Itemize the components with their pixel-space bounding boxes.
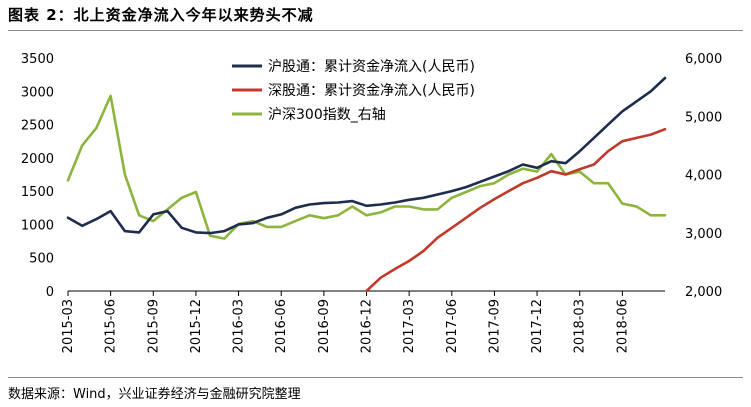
y-right-tick-label: 4,000 <box>685 169 722 184</box>
series-line-0 <box>66 76 667 235</box>
y-left-tick-label: 0 <box>46 285 54 300</box>
x-tick-label: 2018-06 <box>615 299 630 353</box>
y-left-tick-label: 1000 <box>21 218 54 233</box>
x-tick-label: 2016-09 <box>317 299 332 353</box>
x-tick-label: 2017-12 <box>530 299 545 353</box>
y-left-tick-label: 2500 <box>21 119 54 134</box>
x-tick-label: 2018-03 <box>573 299 588 353</box>
figure-title: 图表 2：北上资金净流入今年以来势头不减 <box>8 6 314 24</box>
line-chart: 2015-03 2015-06 2015-09 2015-12 2016-03 2016-… <box>21 52 722 353</box>
y-left-tick-label: 3000 <box>21 85 54 100</box>
source-note: 数据来源：Wind，兴业证券经济与金融研究院整理 <box>8 387 301 402</box>
x-tick-label: 2017-09 <box>487 299 502 353</box>
legend-label: 沪深300指数_右轴 <box>268 107 386 123</box>
legend-label: 深股通：累计资金净流入(人民币) <box>268 83 475 99</box>
y-right-tick-label: 6,000 <box>685 52 722 67</box>
legend-label: 沪股通：累计资金净流入(人民币) <box>268 59 475 75</box>
x-tick-label: 2015-06 <box>104 299 119 353</box>
x-tick-label: 2017-06 <box>445 299 460 353</box>
bottom-rule <box>8 377 743 378</box>
x-tick-label: 2017-03 <box>402 299 417 353</box>
y-left-tick-label: 1500 <box>21 185 54 200</box>
top-rule <box>8 30 743 31</box>
y-left-tick-label: 500 <box>29 252 54 267</box>
x-tick-label: 2015-03 <box>61 299 76 353</box>
x-tick-label: 2016-12 <box>360 299 375 353</box>
y-left-tick-label: 3500 <box>21 52 54 67</box>
y-left-tick-label: 2000 <box>21 152 54 167</box>
x-tick-label: 2016-03 <box>232 299 247 353</box>
x-tick-label: 2015-12 <box>189 299 204 353</box>
x-tick-label: 2015-09 <box>146 299 161 353</box>
y-right-tick-label: 3,000 <box>685 227 722 242</box>
y-right-tick-label: 2,000 <box>685 285 722 300</box>
x-tick-label: 2016-06 <box>274 299 289 353</box>
series-line-1 <box>365 127 667 293</box>
y-right-tick-label: 5,000 <box>685 110 722 125</box>
